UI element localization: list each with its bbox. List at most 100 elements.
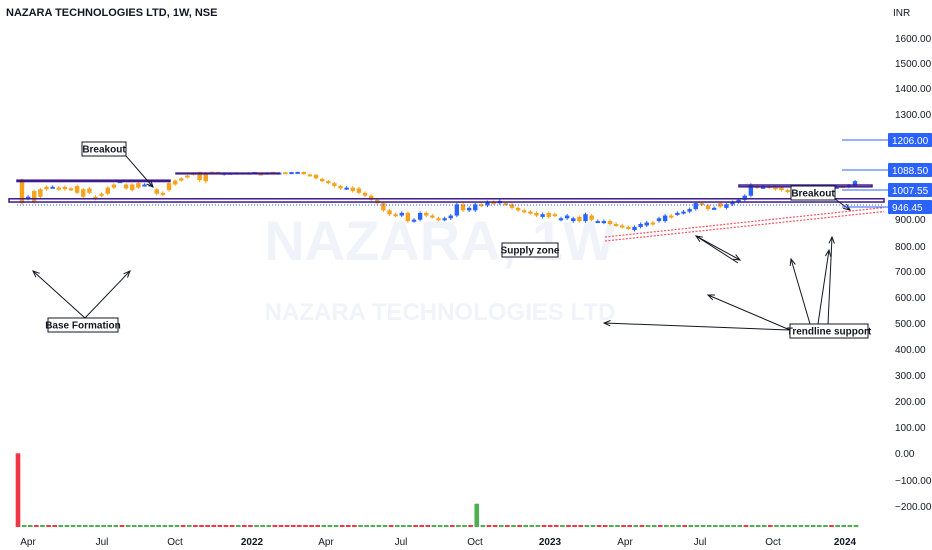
volume-bar [823, 525, 828, 527]
volume-bar [511, 525, 516, 527]
candle [344, 187, 349, 190]
volume-bar [89, 525, 94, 527]
candle [479, 204, 484, 207]
volume-bar [162, 525, 168, 527]
volume-bar [492, 525, 498, 527]
volume-bar [211, 525, 217, 527]
x-tick: Oct [467, 537, 483, 548]
volume-bar [425, 525, 431, 527]
candle [50, 186, 55, 189]
volume-tick: −200.00 [895, 502, 932, 513]
volume-bar [217, 525, 223, 527]
volume-bar [639, 525, 645, 527]
volume-bar [676, 525, 681, 527]
volume-bar [713, 525, 718, 527]
candle [669, 215, 674, 218]
annotation-arrow [817, 249, 830, 325]
volume-bar [272, 525, 278, 527]
candle [99, 193, 104, 196]
volume-bar [829, 525, 834, 527]
candle [387, 210, 392, 215]
volume-bar [798, 525, 804, 527]
candle [136, 183, 141, 188]
volume-bar [309, 525, 314, 527]
x-tick: Jul [96, 537, 109, 548]
candle [19, 179, 25, 204]
candle [687, 209, 692, 212]
candle [454, 204, 460, 216]
candle [313, 174, 319, 179]
volume-bar [156, 525, 161, 527]
volume-bar [388, 525, 394, 527]
zone-box [8, 198, 885, 203]
volume-bar [370, 525, 376, 527]
candle [779, 187, 784, 191]
price-tick: 1500.00 [895, 59, 932, 70]
candle [552, 214, 558, 217]
candle [515, 207, 521, 211]
candle [693, 203, 698, 210]
x-tick: 2024 [834, 537, 857, 548]
volume-bar [144, 525, 149, 527]
candle [626, 226, 631, 229]
candle [534, 212, 539, 216]
volume-bar [700, 525, 706, 527]
volume-bar [431, 525, 437, 527]
candle [160, 192, 166, 195]
volume-bar [590, 525, 596, 527]
candle [81, 189, 86, 197]
candle [25, 196, 31, 199]
annotation-box [790, 185, 836, 201]
volume-bar [566, 525, 571, 527]
currency-label[interactable]: INR [893, 8, 911, 19]
volume-bar [743, 525, 749, 527]
volume-bar [841, 525, 847, 527]
volume-bar [761, 525, 767, 527]
price-label-badge [888, 200, 932, 214]
candle [773, 186, 778, 190]
volume-bar [419, 525, 425, 527]
volume-bar [138, 525, 143, 527]
candle [528, 211, 533, 214]
annotation-arrow [790, 258, 811, 325]
candle [44, 186, 49, 190]
annotation-label: Breakout [791, 189, 835, 200]
candle [546, 212, 551, 217]
watermark: NAZARA, 1W NAZARA TECHNOLOGIES LTD [264, 209, 616, 326]
volume-bar [376, 525, 382, 527]
annotation-arrowhead [843, 203, 852, 211]
volume-bar [235, 525, 241, 527]
volume-tick: 100.00 [895, 423, 926, 434]
volume-bar [737, 525, 743, 527]
volume-bar [682, 525, 688, 527]
annotation-box [789, 323, 869, 339]
price-label-text: 1206.00 [892, 136, 929, 147]
volume-bar [596, 525, 602, 527]
candle [62, 186, 68, 190]
price-tick: 500.00 [895, 319, 926, 330]
candle [485, 202, 490, 206]
volume-bar [688, 525, 694, 527]
candle [595, 221, 600, 224]
volume-bar [223, 525, 229, 527]
candle [638, 223, 643, 227]
volume-bar [180, 525, 186, 527]
candle [203, 172, 208, 182]
volume-bar [621, 525, 626, 527]
volume-bar [333, 525, 339, 527]
volume-bar [193, 525, 198, 527]
volume-bar [21, 525, 27, 527]
volume-bar [407, 525, 412, 527]
candle [185, 175, 190, 178]
candle [852, 181, 858, 187]
annotation-arrowhead [706, 294, 716, 301]
annotation-box [81, 141, 127, 157]
annotation-label: Trendline support [787, 327, 872, 338]
candle [724, 204, 729, 208]
candle [338, 186, 343, 189]
volume-bar [755, 525, 761, 527]
volume-bar [199, 525, 204, 527]
candle [301, 171, 306, 175]
annotation-arrowhead [824, 248, 832, 257]
